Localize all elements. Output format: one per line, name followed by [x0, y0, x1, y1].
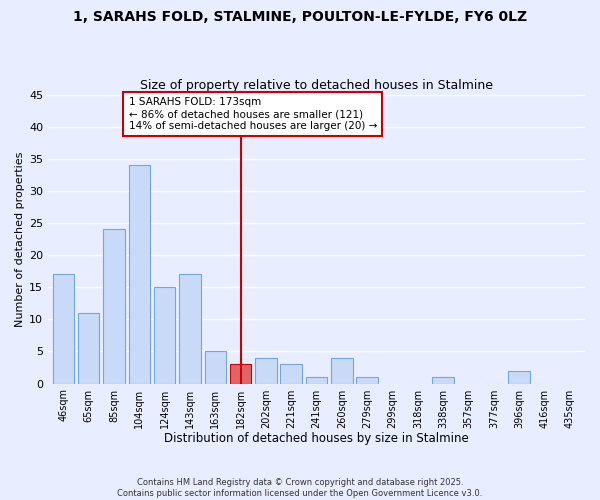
Y-axis label: Number of detached properties: Number of detached properties	[15, 152, 25, 327]
X-axis label: Distribution of detached houses by size in Stalmine: Distribution of detached houses by size …	[164, 432, 469, 445]
Title: Size of property relative to detached houses in Stalmine: Size of property relative to detached ho…	[140, 79, 493, 92]
Bar	[331, 358, 353, 384]
Bar	[280, 364, 302, 384]
Bar	[205, 352, 226, 384]
Bar	[53, 274, 74, 384]
Bar	[508, 371, 530, 384]
Bar	[128, 165, 150, 384]
Text: 1 SARAHS FOLD: 173sqm
← 86% of detached houses are smaller (121)
14% of semi-det: 1 SARAHS FOLD: 173sqm ← 86% of detached …	[128, 98, 377, 130]
Bar	[103, 230, 125, 384]
Bar	[179, 274, 201, 384]
Bar	[306, 377, 328, 384]
Bar	[230, 364, 251, 384]
Text: Contains HM Land Registry data © Crown copyright and database right 2025.
Contai: Contains HM Land Registry data © Crown c…	[118, 478, 482, 498]
Bar	[78, 313, 100, 384]
Text: 1, SARAHS FOLD, STALMINE, POULTON-LE-FYLDE, FY6 0LZ: 1, SARAHS FOLD, STALMINE, POULTON-LE-FYL…	[73, 10, 527, 24]
Bar	[154, 287, 175, 384]
Bar	[433, 377, 454, 384]
Bar	[356, 377, 378, 384]
Bar	[255, 358, 277, 384]
